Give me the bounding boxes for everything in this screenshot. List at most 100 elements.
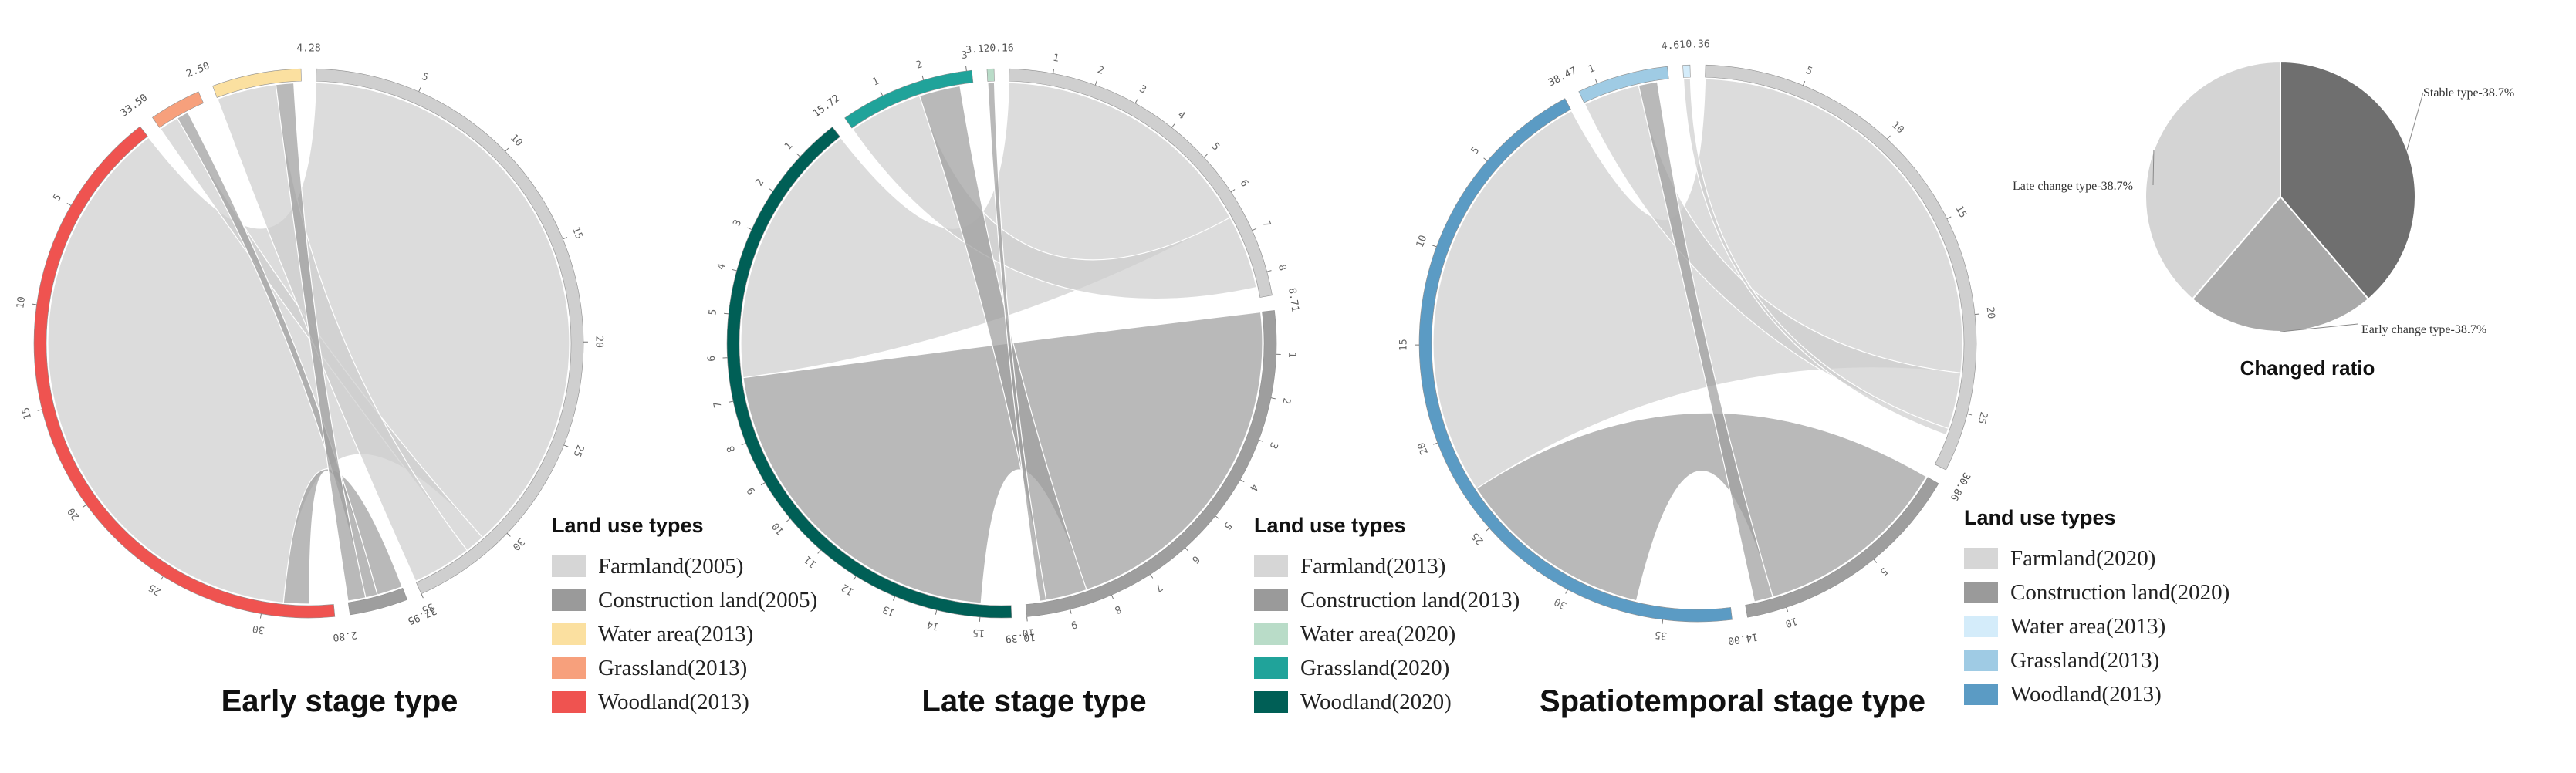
boundary-value-label: 30.86 xyxy=(1948,471,1973,503)
tick-mark xyxy=(892,596,896,601)
tick-label: 30 xyxy=(252,623,265,636)
panel-title: Late stage type xyxy=(921,684,1146,718)
tick-label: 5 xyxy=(707,309,719,316)
tick-label: 3 xyxy=(961,49,969,62)
legend-label-woodland-2013: Woodland(2013) xyxy=(598,690,749,714)
tick-label: 9 xyxy=(1070,618,1078,630)
legend-title: Land use types xyxy=(552,514,704,537)
legend: Land use types Farmland(2013) Construction… xyxy=(1254,514,1520,714)
legend-swatch-grassland-2013 xyxy=(1964,650,1998,671)
tick-label: 10 xyxy=(1022,626,1035,638)
tick-mark xyxy=(1185,547,1189,552)
pie-label-stable-type-38-7: Stable type-38.7% xyxy=(2423,86,2514,100)
legend-label-grassland-2013: Grassland(2013) xyxy=(2010,648,2159,673)
boundary-value-label: 2.80 xyxy=(333,629,358,643)
legend-label-farmland-2013: Farmland(2013) xyxy=(1300,554,1445,579)
tick-mark xyxy=(1134,99,1138,104)
tick-mark xyxy=(786,518,791,522)
tick-mark xyxy=(1094,80,1097,86)
tick-mark xyxy=(1786,607,1789,613)
tick-mark xyxy=(1803,81,1806,86)
tick-mark xyxy=(82,504,87,508)
tick-mark xyxy=(1975,313,1980,316)
tick-mark xyxy=(729,400,734,403)
ribbon-farmland-2020-to-water-area-2013 xyxy=(1682,78,1949,436)
pie-changed-ratio: Stable type-38.7% Early change type-38.7%… xyxy=(2013,60,2514,380)
tick-label: 6 xyxy=(1237,177,1250,189)
legend-swatch-woodland-2013 xyxy=(1964,684,1998,705)
tick-mark xyxy=(1662,619,1664,625)
tick-label: 1 xyxy=(1587,62,1597,76)
ribbon-construction-land-2013-to-water-area-2020 xyxy=(987,82,1047,603)
tick-mark xyxy=(1203,154,1208,158)
ribbon-construction-land-2005-to-water-area-2013 xyxy=(275,82,367,602)
tick-label: 10 xyxy=(770,520,787,537)
legend-label-grassland-2013: Grassland(2013) xyxy=(598,656,747,680)
tick-label: 20 xyxy=(66,505,82,522)
tick-mark xyxy=(160,576,164,581)
tick-label: 1 xyxy=(870,76,881,89)
legend-label-water-area-2020: Water area(2020) xyxy=(1300,622,1455,646)
legend-swatch-grassland-2013 xyxy=(552,657,586,679)
tick-mark xyxy=(965,66,967,72)
arc-grassland-2013 xyxy=(152,91,204,128)
ribbon-construction-land-2020-to-grassland-2013 xyxy=(1638,81,1774,603)
tick-mark xyxy=(421,593,424,599)
tick-label: 15 xyxy=(972,626,985,639)
tick-label: 30 xyxy=(510,535,527,552)
arc-woodland-2013 xyxy=(1418,98,1733,623)
chord-arcs: 5 10 15 20 25 5 10 30.86 5 10 15 20 25 30 35 14.00 1 38.4… xyxy=(1398,39,1996,646)
legend-label-construction-land-2005: Construction land(2005) xyxy=(598,588,817,613)
arc-grassland-2013 xyxy=(1578,66,1669,103)
tick-mark xyxy=(32,303,37,305)
legend-swatch-construction-land-2013 xyxy=(1254,589,1288,611)
tick-mark xyxy=(1252,228,1257,231)
legend: Land use types Farmland(2020) Construction… xyxy=(1964,506,2229,707)
tick-label: 5 xyxy=(1209,141,1222,154)
tick-label: 8 xyxy=(1113,603,1123,616)
boundary-value-label: 4.28 xyxy=(296,43,320,55)
legend-swatch-water-area-2020 xyxy=(1254,623,1288,645)
tick-mark xyxy=(747,227,752,231)
legend-swatch-construction-land-2005 xyxy=(552,589,586,611)
tick-label: 3 xyxy=(1267,441,1280,451)
chord-ribbons xyxy=(740,82,1263,604)
tick-mark xyxy=(1026,616,1028,622)
tick-label: 20 xyxy=(1415,441,1431,456)
boundary-value-label: 0.36 xyxy=(1685,39,1709,51)
legend-swatch-water-area-2013 xyxy=(552,623,586,645)
tick-label: 15 xyxy=(20,406,34,420)
boundary-value-label: 4.61 xyxy=(1661,39,1685,53)
legend-label-woodland-2013: Woodland(2013) xyxy=(2010,682,2162,707)
tick-mark xyxy=(853,576,857,581)
tick-label: 35 xyxy=(420,600,435,616)
tick-label: 2 xyxy=(1096,64,1105,77)
chord-ribbons xyxy=(1432,78,1963,603)
tick-mark xyxy=(563,444,569,447)
tick-label: 3 xyxy=(731,218,744,228)
tick-label: 10 xyxy=(15,295,28,309)
tick-label: 6 xyxy=(706,355,718,362)
tick-mark xyxy=(935,609,938,615)
tick-mark xyxy=(1873,559,1878,563)
arc-water-area-2020 xyxy=(986,68,995,82)
tick-mark xyxy=(1070,609,1072,614)
tick-label: 15 xyxy=(570,225,585,241)
arc-farmland-2005 xyxy=(316,68,584,595)
tick-label: 2 xyxy=(754,177,767,188)
arc-construction-land-2005 xyxy=(347,588,407,616)
tick-mark xyxy=(1171,123,1175,128)
pie-leader-line xyxy=(2280,323,2358,332)
legend-swatch-farmland-2005 xyxy=(552,555,586,577)
tick-label: 10 xyxy=(1783,615,1799,630)
tick-mark xyxy=(1967,413,1973,416)
legend-swatch-farmland-2013 xyxy=(1254,555,1288,577)
tick-mark xyxy=(505,147,509,152)
pie-slice-stable-type-38-7 xyxy=(2280,60,2416,301)
boundary-value-label: 15.72 xyxy=(811,93,842,120)
tick-mark xyxy=(1150,574,1154,579)
ribbon-construction-land-2013-to-woodland-2020 xyxy=(742,311,1263,604)
tick-label: 5 xyxy=(51,192,64,203)
panel-title: Spatiotemporal stage type xyxy=(1540,684,1925,718)
ribbon-farmland-2005-to-water-area-2013 xyxy=(217,84,468,582)
